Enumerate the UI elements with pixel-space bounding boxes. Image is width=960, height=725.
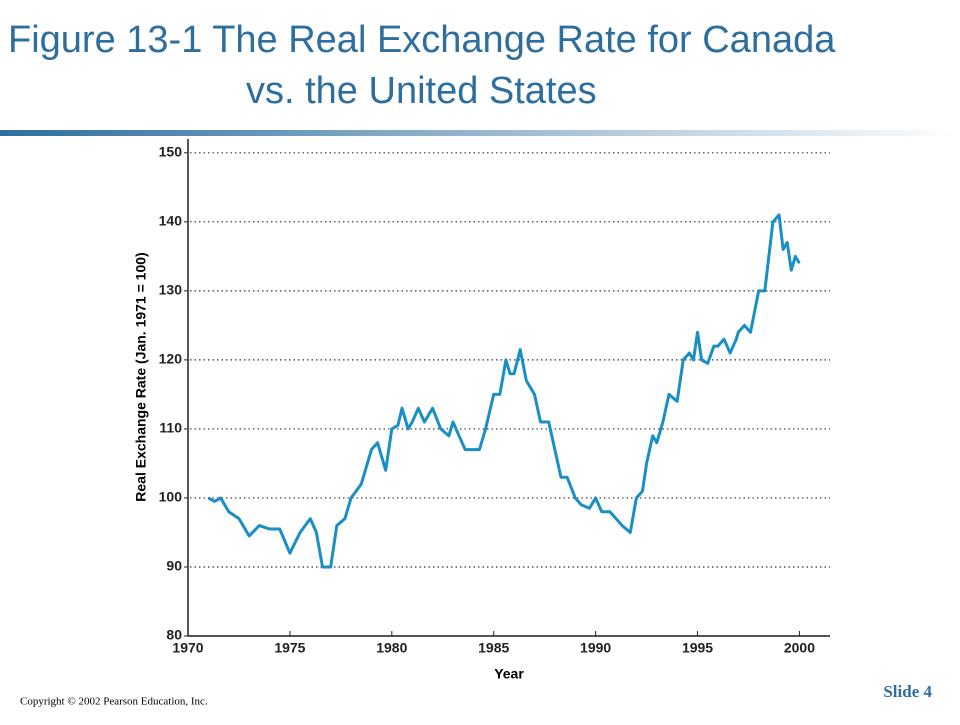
x-tick-label: 1995 — [682, 640, 713, 656]
y-axis-label: Real Exchange Rate (Jan. 1971 = 100) — [133, 252, 149, 501]
title-line: vs. the United States — [246, 70, 597, 112]
x-tick-label: 1970 — [172, 640, 203, 656]
data-line — [207, 213, 801, 569]
x-axis-label: Year — [494, 666, 524, 682]
x-tick-label: 1980 — [376, 640, 407, 656]
title-rule — [0, 130, 960, 136]
copyright: Copyright © 2002 Pearson Education, Inc. — [20, 696, 208, 708]
y-tick-label: 140 — [159, 213, 183, 229]
slide-number: Slide 4 — [883, 682, 932, 701]
y-tick-label: 120 — [159, 351, 183, 367]
y-tick-label: 150 — [159, 144, 183, 160]
y-tick-label: 110 — [159, 420, 182, 436]
x-tick-label: 1975 — [274, 640, 305, 656]
y-tick-label: 80 — [166, 627, 182, 643]
title-line: Figure 13-1 The Real Exchange Rate for C… — [8, 19, 836, 61]
y-tick-label: 130 — [159, 282, 183, 298]
y-tick-label: 90 — [166, 558, 182, 574]
y-tick-label: 100 — [159, 489, 183, 505]
x-tick-label: 2000 — [784, 640, 815, 656]
x-tick-label: 1990 — [580, 640, 611, 656]
x-tick-label: 1985 — [478, 640, 509, 656]
